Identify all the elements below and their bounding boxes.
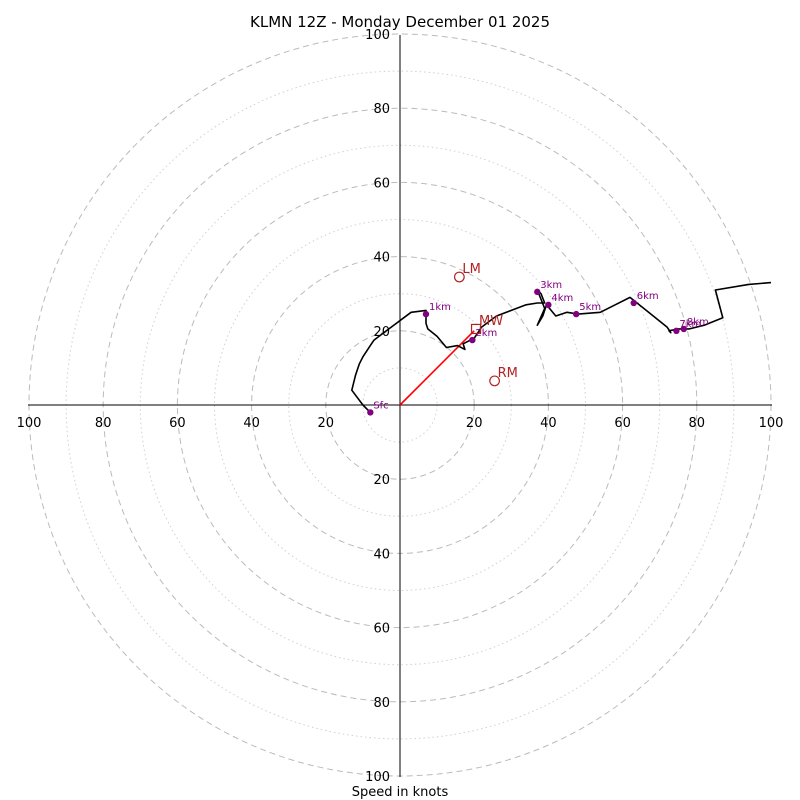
y-tick-label: 100 <box>365 28 390 43</box>
height-marker-label: 8km <box>687 317 709 328</box>
y-tick-label: 60 <box>373 176 390 191</box>
x-tick-label: 20 <box>318 416 335 431</box>
storm-motion-marker <box>453 271 465 283</box>
storm-motion-marker <box>470 323 482 335</box>
storm-motion-label: RM <box>498 366 518 381</box>
storm-motion-label: LM <box>462 262 480 277</box>
x-tick-label: 60 <box>169 416 186 431</box>
height-marker-dot <box>422 310 430 318</box>
x-tick-label: 80 <box>689 416 706 431</box>
height-marker-dot <box>469 336 476 344</box>
shear-vector <box>399 330 475 406</box>
y-tick-label: 20 <box>373 325 390 340</box>
height-marker-dot <box>573 310 580 318</box>
shear-vector-layer <box>399 330 475 406</box>
y-tick-label: 60 <box>373 622 390 637</box>
height-marker-label: Sfc <box>373 400 388 411</box>
x-axis-label: Speed in knots <box>352 785 449 800</box>
height-marker-dot <box>367 409 374 416</box>
x-tick-label: 100 <box>759 416 784 431</box>
height-marker-label: 3km <box>540 280 562 291</box>
hodograph-trace-layer <box>350 281 772 413</box>
x-tick-label: 80 <box>95 416 112 431</box>
x-tick-label: 60 <box>614 416 631 431</box>
y-tick-label: 20 <box>373 473 390 488</box>
x-tick-label: 20 <box>466 416 483 431</box>
height-marker-label: 5km <box>579 302 601 313</box>
y-tick-label: 80 <box>373 696 390 711</box>
height-marker-label: 7km <box>679 319 701 330</box>
height-marker-dot <box>545 301 552 309</box>
height-marker-dot <box>680 325 688 333</box>
height-marker-label: 1km <box>429 302 451 313</box>
height-marker-dot <box>673 327 680 334</box>
hodograph-trace <box>350 281 772 413</box>
y-tick-label: 40 <box>373 251 390 266</box>
height-marker-label: 6km <box>637 291 659 302</box>
y-tick-label: 80 <box>373 102 390 117</box>
tick-labels: 20 20 20 20 40 40 40 40 60 60 60 60 80 80 80 80 100 100 10… <box>17 28 784 785</box>
height-marker-dot <box>630 299 637 307</box>
x-tick-label: 40 <box>243 416 260 431</box>
storm-motion-label: MW <box>479 314 503 329</box>
x-tick-label: 100 <box>17 416 42 431</box>
height-marker-label: 2km <box>475 328 497 339</box>
height-marker-label: 4km <box>551 293 573 304</box>
chart-title: KLMN 12Z - Monday December 01 2025 <box>250 13 550 31</box>
height-marker-dot <box>534 288 541 296</box>
x-tick-label: 40 <box>540 416 557 431</box>
storm-motion-marker <box>489 375 501 387</box>
axes <box>28 35 772 777</box>
y-tick-label: 40 <box>373 547 390 562</box>
y-tick-label: 100 <box>365 770 390 785</box>
storm-motion-markers: LM MW RM <box>453 262 518 387</box>
